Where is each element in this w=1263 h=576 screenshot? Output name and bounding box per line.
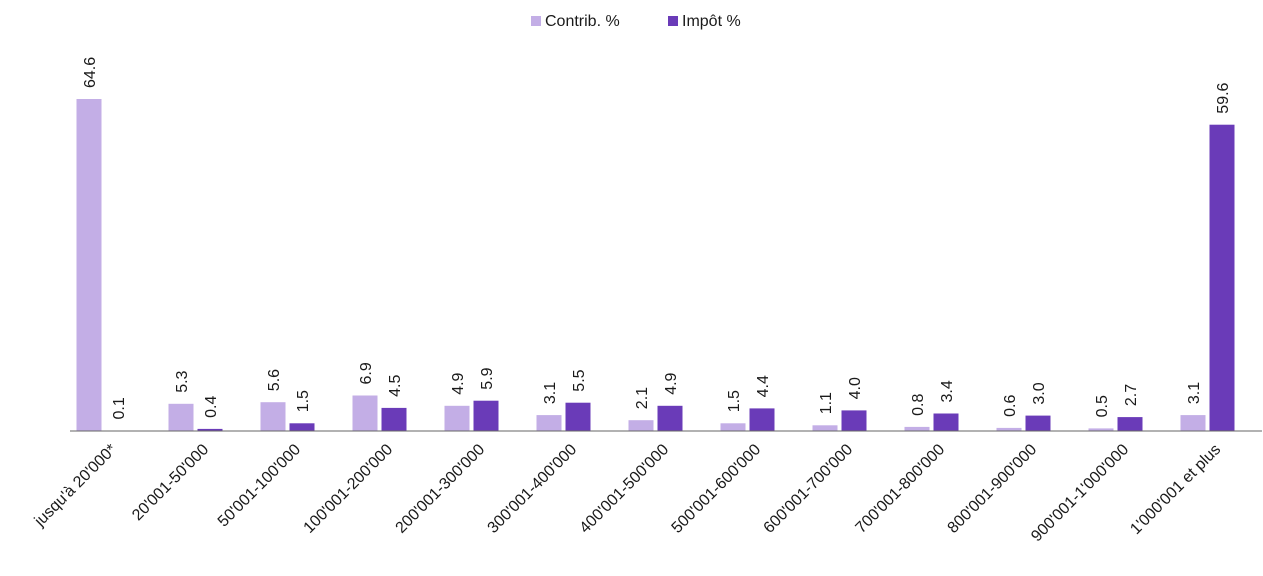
value-label-contrib-3: 6.9 [358,362,375,384]
bar-impot-7 [749,408,775,431]
value-label-contrib-9: 0.8 [910,394,927,416]
bar-contrib-2 [260,402,286,431]
value-label-impot-1: 0.4 [203,396,220,418]
legend-label-impot: Impôt % [682,13,741,30]
bar-impot-4 [473,400,499,431]
x-tick-label-2: 50'001-100'000 [215,441,304,530]
bar-impot-1 [197,428,223,431]
x-tick-label-6: 400'001-500'000 [577,441,673,537]
value-label-impot-3: 4.5 [387,375,404,397]
value-label-contrib-12: 3.1 [1186,382,1203,404]
value-label-impot-6: 4.9 [663,372,680,394]
value-label-impot-10: 3.0 [1031,382,1048,404]
bar-contrib-7 [720,423,746,431]
value-label-impot-4: 5.9 [479,367,496,389]
x-tick-label-8: 600'001-700'000 [761,441,857,537]
bar-impot-6 [657,405,683,431]
bar-contrib-4 [444,405,470,431]
bar-impot-2 [289,423,315,431]
bars-group [76,99,1235,431]
value-label-impot-5: 5.5 [571,369,588,391]
bar-contrib-8 [812,425,838,431]
x-tick-label-10: 800'001-900'000 [945,441,1041,537]
value-label-impot-0: 0.1 [111,397,128,419]
x-tick-label-7: 500'001-600'000 [669,441,765,537]
x-tick-labels-group: jusqu'à 20'000* 20'001-50'000 50'001-100'0… [31,441,1224,545]
value-label-impot-2: 1.5 [295,390,312,412]
value-label-contrib-7: 1.5 [726,390,743,412]
value-label-impot-11: 2.7 [1123,384,1140,406]
bar-contrib-3 [352,395,378,431]
bar-impot-11 [1117,417,1143,431]
bar-contrib-12 [1180,415,1206,431]
legend-swatch-impot [668,16,678,26]
value-label-contrib-2: 5.6 [266,369,283,391]
x-tick-label-5: 300'001-400'000 [485,441,581,537]
x-tick-label-3: 100'001-200'000 [301,441,397,537]
x-tick-label-11: 900'001-1'000'000 [1028,441,1132,545]
bar-contrib-1 [168,403,194,431]
bar-impot-10 [1025,415,1051,431]
bar-impot-12 [1209,124,1235,431]
bar-contrib-10 [996,427,1022,431]
legend-label-contrib: Contrib. % [545,13,620,30]
x-tick-label-4: 200'001-300'000 [393,441,489,537]
bar-impot-8 [841,410,867,431]
bar-contrib-5 [536,415,562,431]
bar-impot-3 [381,407,407,431]
value-label-contrib-4: 4.9 [450,372,467,394]
value-label-impot-8: 4.0 [847,377,864,399]
value-labels-group: 64.6 0.1 5.3 0.4 5.6 1.5 6.9 4.5 4.9 5.9 3.1 5.5 2.1… [82,57,1232,420]
value-label-impot-9: 3.4 [939,380,956,402]
value-label-contrib-11: 0.5 [1094,395,1111,417]
bar-contrib-11 [1088,428,1114,431]
value-label-contrib-6: 2.1 [634,387,651,409]
x-tick-label-0: jusqu'à 20'000* [31,441,120,530]
bar-impot-9 [933,413,959,431]
bar-contrib-6 [628,420,654,431]
bar-contrib-9 [904,426,930,431]
bar-contrib-0 [76,99,102,431]
value-label-impot-7: 4.4 [755,375,772,397]
legend: Contrib. % Impôt % [531,13,741,30]
value-label-contrib-10: 0.6 [1002,395,1019,417]
value-label-contrib-0: 64.6 [82,57,99,88]
value-label-impot-12: 59.6 [1215,82,1232,113]
value-label-contrib-8: 1.1 [818,392,835,414]
value-label-contrib-5: 3.1 [542,382,559,404]
x-tick-label-12: 1'000'001 et plus [1127,441,1224,538]
legend-swatch-contrib [531,16,541,26]
value-label-contrib-1: 5.3 [174,370,191,392]
x-tick-label-9: 700'001-800'000 [853,441,949,537]
x-tick-label-1: 20'001-50'000 [129,441,212,524]
bar-impot-5 [565,402,591,431]
